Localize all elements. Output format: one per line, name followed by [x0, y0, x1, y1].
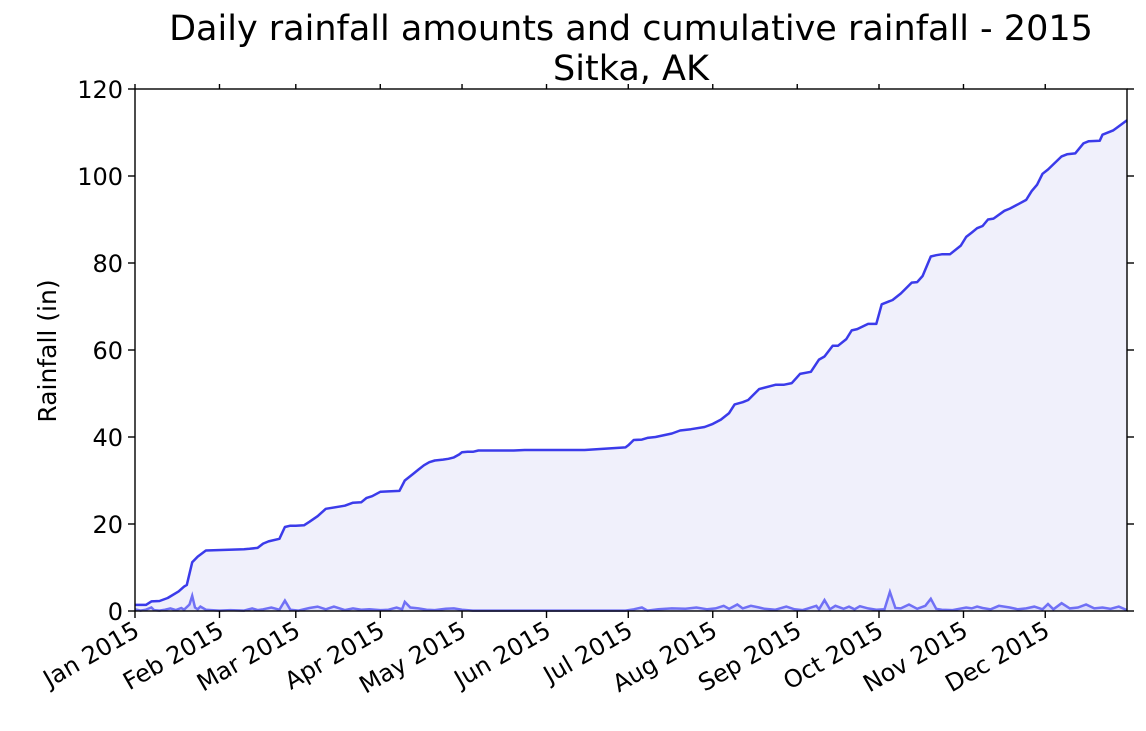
- y-tick-label: 0: [108, 598, 123, 626]
- cumulative-rainfall-area: [135, 120, 1127, 612]
- chart-subtitle: Sitka, AK: [553, 49, 710, 89]
- y-tick-label: 120: [77, 76, 123, 104]
- y-tick-label: 40: [92, 424, 123, 452]
- y-tick-label: 100: [77, 163, 123, 191]
- chart-title: Daily rainfall amounts and cumulative ra…: [169, 9, 1093, 49]
- y-tick-label: 80: [92, 250, 123, 278]
- y-axis-label: Rainfall (in): [33, 279, 62, 422]
- cumulative-rainfall-line: [135, 119, 1128, 607]
- x-tick-label: Jun 2015: [448, 616, 556, 694]
- y-tick-label: 20: [92, 511, 123, 539]
- plot-area: [134, 119, 1128, 612]
- y-tick-label: 60: [92, 337, 123, 365]
